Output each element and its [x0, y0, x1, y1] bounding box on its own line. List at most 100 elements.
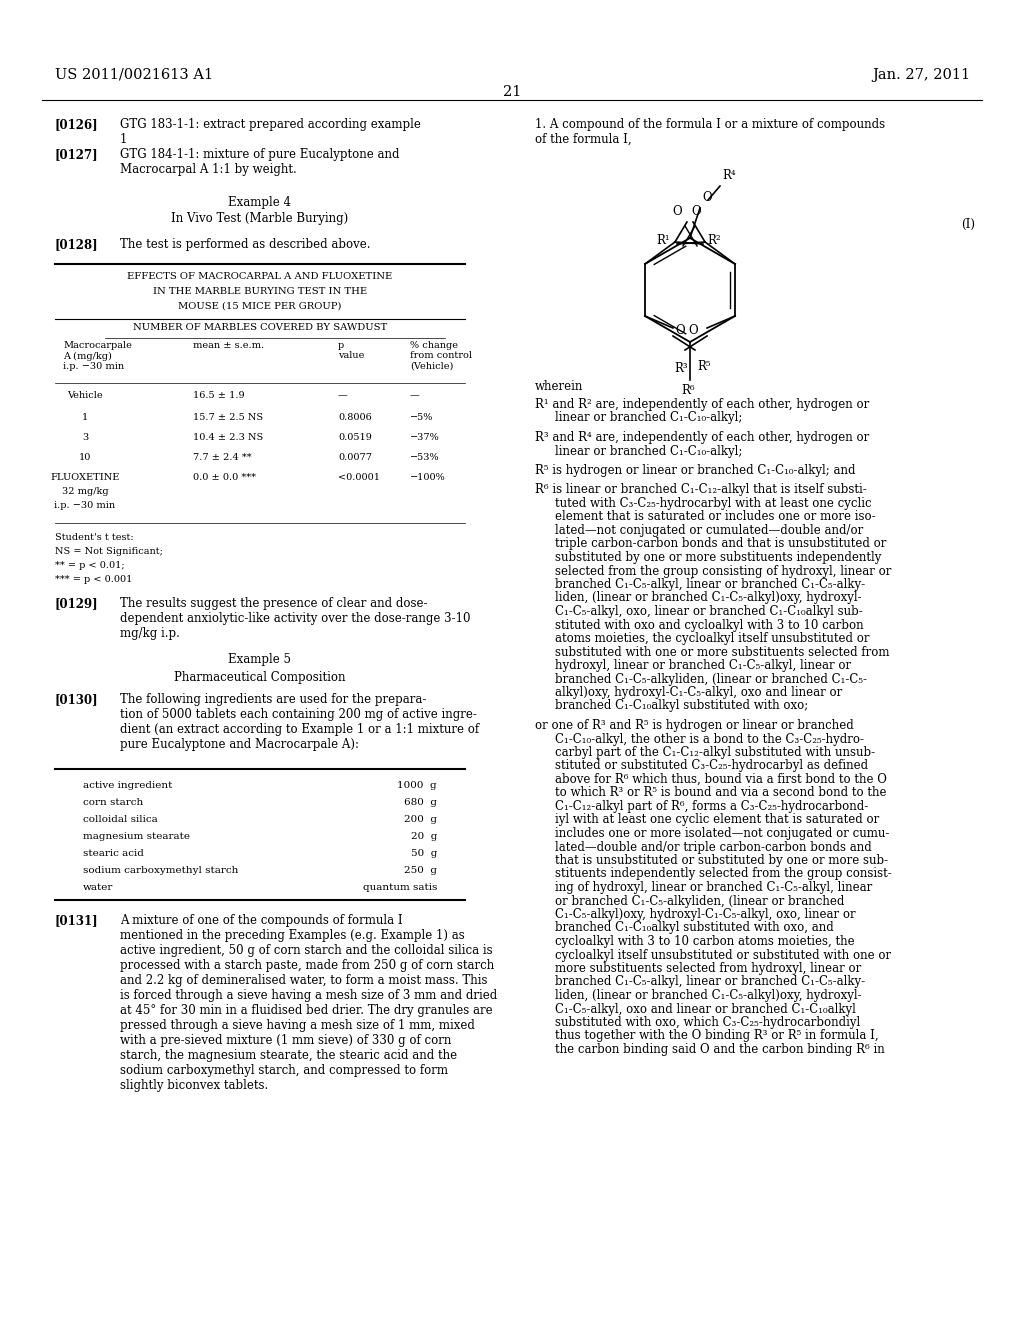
Text: 20  g: 20 g: [411, 832, 437, 841]
Text: to which R³ or R⁵ is bound and via a second bond to the: to which R³ or R⁵ is bound and via a sec…: [555, 787, 887, 800]
Text: 10: 10: [79, 453, 91, 462]
Text: R³: R³: [674, 362, 688, 375]
Text: O: O: [675, 323, 685, 337]
Text: linear or branched C₁-C₁₀-alkyl;: linear or branched C₁-C₁₀-alkyl;: [555, 412, 742, 425]
Text: O: O: [691, 205, 700, 218]
Text: Macrocarpale
A (mg/kg)
i.p. −30 min: Macrocarpale A (mg/kg) i.p. −30 min: [63, 341, 132, 371]
Text: 16.5 ± 1.9: 16.5 ± 1.9: [193, 391, 245, 400]
Text: 250  g: 250 g: [404, 866, 437, 875]
Text: US 2011/0021613 A1: US 2011/0021613 A1: [55, 69, 213, 82]
Text: lated—not conjugated or cumulated—double and/or: lated—not conjugated or cumulated—double…: [555, 524, 863, 537]
Text: ** = p < 0.01;: ** = p < 0.01;: [55, 561, 125, 570]
Text: 21: 21: [503, 84, 521, 99]
Text: 50  g: 50 g: [411, 849, 437, 858]
Text: [0126]: [0126]: [55, 117, 98, 131]
Text: C₁-C₅-alkyl, oxo, linear or branched C₁-C₁₀alkyl sub-: C₁-C₅-alkyl, oxo, linear or branched C₁-…: [555, 605, 863, 618]
Text: thus together with the O binding R³ or R⁵ in formula I,: thus together with the O binding R³ or R…: [555, 1030, 879, 1043]
Text: C₁-C₅-alkyl)oxy, hydroxyl-C₁-C₅-alkyl, oxo, linear or: C₁-C₅-alkyl)oxy, hydroxyl-C₁-C₅-alkyl, o…: [555, 908, 856, 921]
Text: p
value: p value: [338, 341, 365, 360]
Text: O: O: [672, 205, 682, 218]
Text: alkyl)oxy, hydroxyl-C₁-C₅-alkyl, oxo and linear or: alkyl)oxy, hydroxyl-C₁-C₅-alkyl, oxo and…: [555, 686, 843, 700]
Text: R⁵: R⁵: [697, 360, 711, 374]
Text: C₁-C₁₀-alkyl, the other is a bond to the C₃-C₂₅-hydro-: C₁-C₁₀-alkyl, the other is a bond to the…: [555, 733, 864, 746]
Text: or one of R³ and R⁵ is hydrogen or linear or branched: or one of R³ and R⁵ is hydrogen or linea…: [535, 719, 854, 733]
Text: iyl with at least one cyclic element that is saturated or: iyl with at least one cyclic element tha…: [555, 813, 880, 826]
Text: R¹ and R² are, independently of each other, hydrogen or: R¹ and R² are, independently of each oth…: [535, 399, 869, 411]
Text: 1: 1: [82, 413, 88, 422]
Text: Pharmaceutical Composition: Pharmaceutical Composition: [174, 671, 346, 684]
Text: GTG 183-1-1: extract prepared according example
1: GTG 183-1-1: extract prepared according …: [120, 117, 421, 147]
Text: sodium carboxymethyl starch: sodium carboxymethyl starch: [83, 866, 239, 875]
Text: R⁴: R⁴: [722, 169, 735, 182]
Text: linear or branched C₁-C₁₀-alkyl;: linear or branched C₁-C₁₀-alkyl;: [555, 445, 742, 458]
Text: 15.7 ± 2.5 NS: 15.7 ± 2.5 NS: [193, 413, 263, 422]
Text: branched C₁-C₅-alkyliden, (linear or branched C₁-C₅-: branched C₁-C₅-alkyliden, (linear or bra…: [555, 672, 867, 685]
Text: hydroxyl, linear or branched C₁-C₅-alkyl, linear or: hydroxyl, linear or branched C₁-C₅-alkyl…: [555, 659, 851, 672]
Text: branched C₁-C₅-alkyl, linear or branched C₁-C₅-alky-: branched C₁-C₅-alkyl, linear or branched…: [555, 975, 865, 989]
Text: O: O: [702, 191, 712, 205]
Text: the carbon binding said O and the carbon binding R⁶ in: the carbon binding said O and the carbon…: [555, 1043, 885, 1056]
Text: (I): (I): [961, 218, 975, 231]
Text: stituted or substituted C₃-C₂₅-hydrocarbyl as defined: stituted or substituted C₃-C₂₅-hydrocarb…: [555, 759, 868, 772]
Text: wherein: wherein: [535, 380, 584, 393]
Text: 680  g: 680 g: [404, 799, 437, 807]
Text: 200  g: 200 g: [404, 814, 437, 824]
Text: 3: 3: [82, 433, 88, 442]
Text: The test is performed as described above.: The test is performed as described above…: [120, 238, 371, 251]
Text: Example 4: Example 4: [228, 195, 292, 209]
Text: cycloalkyl with 3 to 10 carbon atoms moieties, the: cycloalkyl with 3 to 10 carbon atoms moi…: [555, 935, 855, 948]
Text: i.p. −30 min: i.p. −30 min: [54, 502, 116, 510]
Text: ing of hydroxyl, linear or branched C₁-C₅-alkyl, linear: ing of hydroxyl, linear or branched C₁-C…: [555, 880, 872, 894]
Text: EFFECTS OF MACROCARPAL A AND FLUOXETINE: EFFECTS OF MACROCARPAL A AND FLUOXETINE: [127, 272, 392, 281]
Text: more substituents selected from hydroxyl, linear or: more substituents selected from hydroxyl…: [555, 962, 861, 975]
Text: [0129]: [0129]: [55, 597, 98, 610]
Text: 1. A compound of the formula I or a mixture of compounds
of the formula I,: 1. A compound of the formula I or a mixt…: [535, 117, 885, 147]
Text: tuted with C₃-C₂₅-hydrocarbyl with at least one cyclic: tuted with C₃-C₂₅-hydrocarbyl with at le…: [555, 498, 871, 510]
Text: cycloalkyl itself unsubstituted or substituted with one or: cycloalkyl itself unsubstituted or subst…: [555, 949, 891, 961]
Text: Example 5: Example 5: [228, 653, 292, 667]
Text: Jan. 27, 2011: Jan. 27, 2011: [871, 69, 970, 82]
Text: selected from the group consisting of hydroxyl, linear or: selected from the group consisting of hy…: [555, 565, 891, 578]
Text: stituents independently selected from the group consist-: stituents independently selected from th…: [555, 867, 892, 880]
Text: [0130]: [0130]: [55, 693, 98, 706]
Text: [0131]: [0131]: [55, 913, 98, 927]
Text: substituted with oxo, which C₃-C₂₅-hydrocarbondiyl: substituted with oxo, which C₃-C₂₅-hydro…: [555, 1016, 860, 1030]
Text: stearic acid: stearic acid: [83, 849, 144, 858]
Text: <0.0001: <0.0001: [338, 473, 380, 482]
Text: IN THE MARBLE BURYING TEST IN THE: IN THE MARBLE BURYING TEST IN THE: [153, 286, 367, 296]
Text: 1000  g: 1000 g: [397, 781, 437, 789]
Text: water: water: [83, 883, 114, 892]
Text: The results suggest the presence of clear and dose-
dependent anxiolytic-like ac: The results suggest the presence of clea…: [120, 597, 470, 640]
Text: R³ and R⁴ are, independently of each other, hydrogen or: R³ and R⁴ are, independently of each oth…: [535, 432, 869, 444]
Text: that is unsubstituted or substituted by one or more sub-: that is unsubstituted or substituted by …: [555, 854, 888, 867]
Text: colloidal silica: colloidal silica: [83, 814, 158, 824]
Text: R⁶: R⁶: [681, 384, 695, 397]
Text: 0.8006: 0.8006: [338, 413, 372, 422]
Text: 0.0519: 0.0519: [338, 433, 372, 442]
Text: 32 mg/kg: 32 mg/kg: [61, 487, 109, 496]
Text: R²: R²: [707, 234, 721, 247]
Text: corn starch: corn starch: [83, 799, 143, 807]
Text: —: —: [338, 391, 348, 400]
Text: R¹: R¹: [656, 234, 670, 247]
Text: triple carbon-carbon bonds and that is unsubstituted or: triple carbon-carbon bonds and that is u…: [555, 537, 887, 550]
Text: R⁵ is hydrogen or linear or branched C₁-C₁₀-alkyl; and: R⁵ is hydrogen or linear or branched C₁-…: [535, 465, 855, 477]
Text: −37%: −37%: [410, 433, 439, 442]
Text: branched C₁-C₁₀alkyl substituted with oxo, and: branched C₁-C₁₀alkyl substituted with ox…: [555, 921, 834, 935]
Text: C₁-C₁₂-alkyl part of R⁶, forms a C₃-C₂₅-hydrocarbond-: C₁-C₁₂-alkyl part of R⁶, forms a C₃-C₂₅-…: [555, 800, 868, 813]
Text: FLUOXETINE: FLUOXETINE: [50, 473, 120, 482]
Text: carbyl part of the C₁-C₁₂-alkyl substituted with unsub-: carbyl part of the C₁-C₁₂-alkyl substitu…: [555, 746, 876, 759]
Text: active ingredient: active ingredient: [83, 781, 172, 789]
Text: Student's t test:: Student's t test:: [55, 533, 133, 543]
Text: MOUSE (15 MICE PER GROUP): MOUSE (15 MICE PER GROUP): [178, 302, 342, 312]
Text: −5%: −5%: [410, 413, 433, 422]
Text: −100%: −100%: [410, 473, 445, 482]
Text: *** = p < 0.001: *** = p < 0.001: [55, 576, 132, 583]
Text: quantum satis: quantum satis: [362, 883, 437, 892]
Text: A mixture of one of the compounds of formula I
mentioned in the preceding Exampl: A mixture of one of the compounds of for…: [120, 913, 498, 1092]
Text: NS = Not Significant;: NS = Not Significant;: [55, 546, 163, 556]
Text: NUMBER OF MARBLES COVERED BY SAWDUST: NUMBER OF MARBLES COVERED BY SAWDUST: [133, 323, 387, 333]
Text: branched C₁-C₁₀alkyl substituted with oxo;: branched C₁-C₁₀alkyl substituted with ox…: [555, 700, 808, 713]
Text: −53%: −53%: [410, 453, 439, 462]
Text: 0.0 ± 0.0 ***: 0.0 ± 0.0 ***: [193, 473, 256, 482]
